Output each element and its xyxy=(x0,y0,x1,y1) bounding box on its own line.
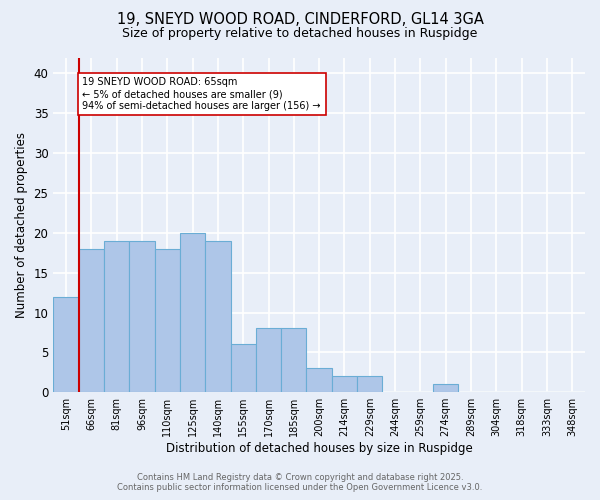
Bar xyxy=(357,376,382,392)
Bar xyxy=(104,241,129,392)
Bar xyxy=(281,328,307,392)
Bar xyxy=(53,296,79,392)
X-axis label: Distribution of detached houses by size in Ruspidge: Distribution of detached houses by size … xyxy=(166,442,473,455)
Bar xyxy=(180,233,205,392)
Bar xyxy=(433,384,458,392)
Bar xyxy=(307,368,332,392)
Text: 19, SNEYD WOOD ROAD, CINDERFORD, GL14 3GA: 19, SNEYD WOOD ROAD, CINDERFORD, GL14 3G… xyxy=(116,12,484,28)
Bar xyxy=(256,328,281,392)
Bar xyxy=(79,249,104,392)
Text: 19 SNEYD WOOD ROAD: 65sqm
← 5% of detached houses are smaller (9)
94% of semi-de: 19 SNEYD WOOD ROAD: 65sqm ← 5% of detach… xyxy=(82,78,321,110)
Text: Contains HM Land Registry data © Crown copyright and database right 2025.
Contai: Contains HM Land Registry data © Crown c… xyxy=(118,473,482,492)
Text: Size of property relative to detached houses in Ruspidge: Size of property relative to detached ho… xyxy=(122,28,478,40)
Bar xyxy=(205,241,230,392)
Bar xyxy=(230,344,256,392)
Bar xyxy=(155,249,180,392)
Bar xyxy=(129,241,155,392)
Y-axis label: Number of detached properties: Number of detached properties xyxy=(15,132,28,318)
Bar xyxy=(332,376,357,392)
